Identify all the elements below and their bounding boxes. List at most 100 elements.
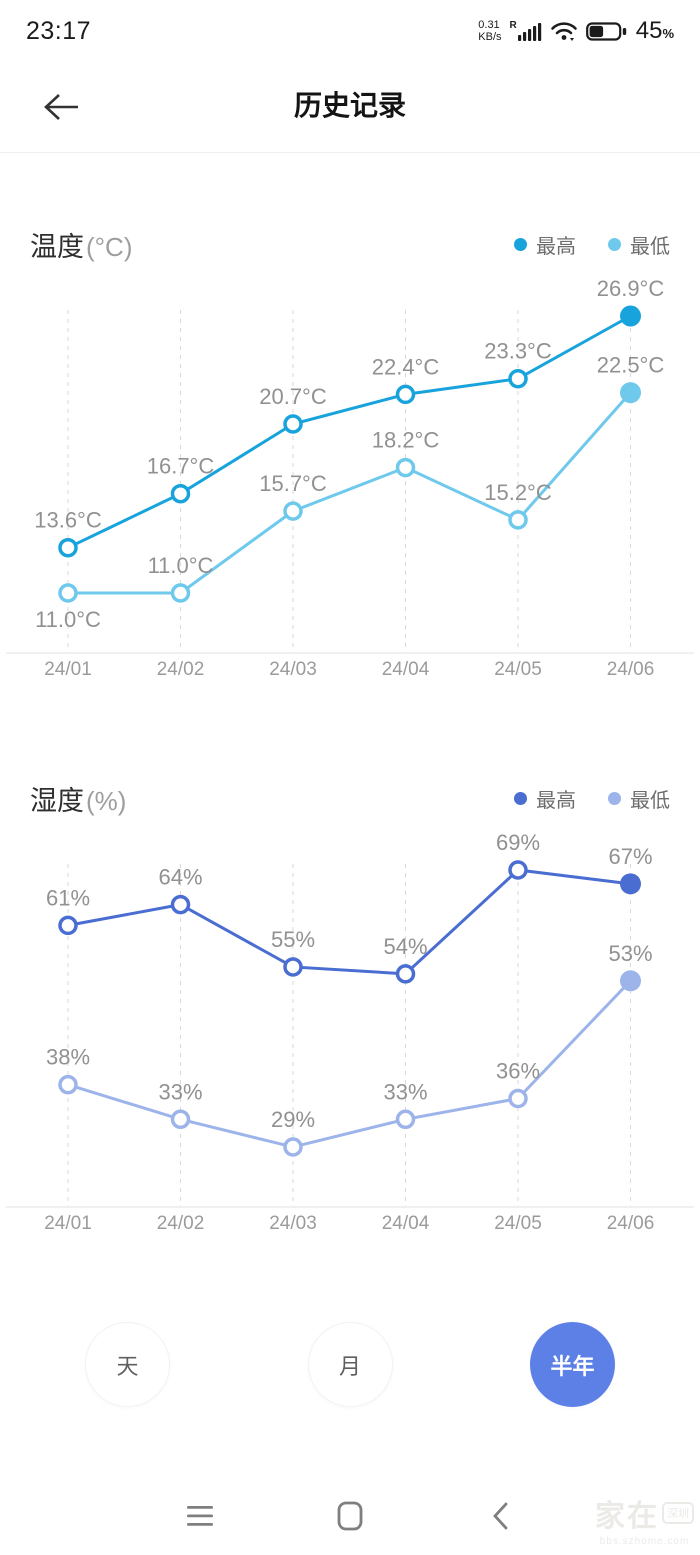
value-label: 36%	[496, 1059, 540, 1084]
legend-label: 最高	[536, 235, 576, 258]
back-icon	[493, 1502, 508, 1530]
network-type-badge: R	[509, 19, 517, 31]
value-label: 13.6°C	[34, 508, 102, 533]
wifi-icon	[550, 22, 577, 41]
legend-item-min: 最低	[608, 230, 670, 259]
period-button-month[interactable]: 月	[307, 1322, 393, 1407]
battery-percentage: 45%	[635, 17, 674, 44]
menu-icon	[187, 1506, 213, 1526]
data-point	[508, 1088, 528, 1109]
humidity-chart-title: 湿度 (%)	[30, 779, 126, 818]
signal-icon	[517, 22, 541, 41]
period-button-half-year[interactable]: 半年	[530, 1322, 615, 1407]
legend-dot-icon	[608, 791, 621, 805]
value-label: 38%	[46, 1045, 90, 1070]
data-point	[58, 1074, 78, 1095]
humidity-legend: 最高 最低	[514, 784, 670, 813]
data-point	[508, 368, 528, 389]
x-axis-label: 24/04	[382, 659, 430, 680]
data-point	[283, 1137, 303, 1157]
value-label: 54%	[383, 934, 427, 959]
value-label: 33%	[383, 1079, 427, 1104]
x-axis-label: 24/01	[44, 1213, 92, 1234]
clock: 23:17	[26, 16, 92, 45]
value-label: 11.0°C	[148, 553, 214, 578]
data-point	[170, 1109, 191, 1130]
header-divider	[0, 152, 700, 153]
value-label: 16.7°C	[147, 454, 215, 479]
data-point	[620, 382, 641, 404]
series-line-min	[67, 979, 632, 1149]
x-axis-label: 24/02	[157, 659, 205, 680]
data-point	[508, 510, 528, 530]
value-label: 22.4°C	[372, 354, 440, 379]
page-title: 历史记录	[293, 90, 406, 121]
x-axis-label: 24/06	[607, 1213, 655, 1234]
x-axis-label: 24/03	[269, 659, 317, 680]
status-bar: 23:17 0.31 KB/s R	[0, 0, 700, 62]
x-axis-label: 24/01	[44, 659, 92, 680]
temperature-chart-title: 温度 (°C)	[30, 225, 133, 264]
data-point	[508, 860, 528, 880]
data-point	[170, 483, 191, 504]
data-point	[620, 873, 641, 895]
value-label: 53%	[608, 941, 652, 966]
temperature-section: 温度 (°C) 最高 最低 24/01 24/02 24/03 24/04 24/05 24…	[0, 222, 700, 706]
chart-title-unit: (°C)	[86, 231, 133, 262]
value-label: 33%	[158, 1079, 202, 1104]
value-label: 69%	[496, 830, 540, 855]
data-point	[395, 384, 416, 405]
legend-dot-icon	[608, 237, 621, 251]
battery-icon	[585, 21, 626, 41]
network-speed: 0.31 KB/s	[478, 19, 501, 43]
data-point	[283, 414, 303, 434]
x-axis-label: 24/05	[494, 1213, 542, 1234]
x-axis-label: 24/02	[157, 1213, 205, 1234]
data-point	[283, 501, 303, 521]
value-label: 22.5°C	[597, 353, 665, 378]
legend-item-min: 最低	[608, 784, 670, 813]
value-label: 61%	[46, 885, 90, 910]
value-label: 18.2°C	[372, 428, 440, 453]
legend-label: 最高	[536, 789, 576, 812]
data-point	[620, 970, 641, 992]
data-point	[395, 457, 416, 478]
legend-label: 最低	[630, 789, 670, 812]
legend-item-max: 最高	[514, 230, 576, 259]
value-label: 23.3°C	[484, 339, 552, 364]
back-nav-button[interactable]	[483, 1499, 517, 1533]
x-axis-label: 24/06	[607, 659, 655, 680]
temperature-legend: 最高 最低	[514, 230, 670, 259]
cellular-signal: R	[509, 19, 542, 41]
value-label: 67%	[608, 844, 652, 869]
data-point	[170, 583, 191, 603]
legend-dot-icon	[514, 237, 527, 251]
data-point	[58, 537, 78, 558]
value-label: 15.2°C	[484, 480, 552, 505]
period-button-day[interactable]: 天	[85, 1322, 170, 1407]
series-line-max	[67, 314, 632, 550]
home-button[interactable]	[333, 1499, 367, 1533]
data-point	[395, 1109, 416, 1130]
value-label: 55%	[271, 927, 315, 952]
x-axis-label: 24/03	[269, 1213, 317, 1234]
data-point	[58, 583, 78, 603]
home-icon	[337, 1501, 363, 1531]
data-point	[170, 894, 191, 915]
x-axis-label: 24/05	[494, 659, 542, 680]
legend-label: 最低	[630, 235, 670, 258]
data-point	[58, 915, 78, 936]
network-speed-unit: KB/s	[478, 31, 502, 43]
data-point	[395, 964, 416, 984]
header: 历史记录	[0, 62, 700, 152]
period-selector: 天 月 半年	[0, 1322, 700, 1407]
data-point	[620, 305, 641, 327]
chart-title-text: 温度	[30, 231, 84, 262]
value-label: 64%	[158, 865, 202, 890]
temperature-chart-head: 温度 (°C) 最高 最低	[0, 222, 700, 266]
series-line-min	[68, 391, 632, 595]
status-icons: 0.31 KB/s R	[478, 17, 674, 45]
network-speed-value: 0.31	[478, 19, 500, 31]
menu-button[interactable]	[183, 1499, 217, 1533]
back-button[interactable]	[38, 88, 82, 126]
